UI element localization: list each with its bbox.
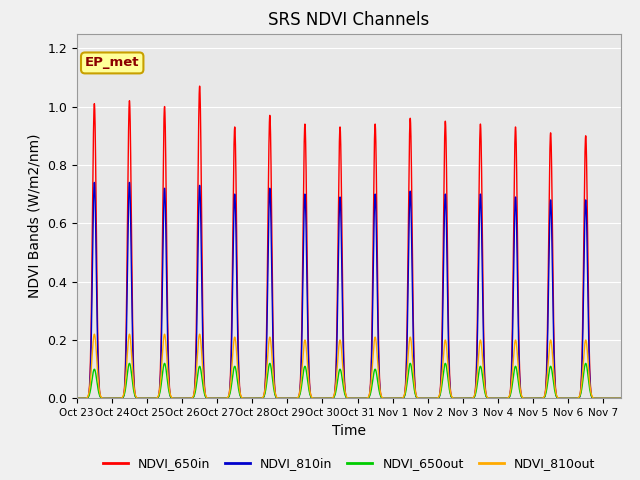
NDVI_810in — [270, 371, 278, 376]
NDVI_650in — [100, 396, 108, 401]
NDVI_650out — [395, 396, 403, 401]
Line: NDVI_650in: NDVI_650in — [77, 86, 621, 398]
Legend: NDVI_650in, NDVI_810in, NDVI_650out, NDVI_810out: NDVI_650in, NDVI_810in, NDVI_650out, NDV… — [97, 452, 600, 475]
NDVI_650in — [196, 83, 204, 89]
NDVI_810out — [506, 394, 513, 399]
NDVI_810out — [90, 331, 98, 337]
NDVI_650out — [73, 396, 81, 401]
NDVI_650out — [100, 396, 108, 401]
Title: SRS NDVI Channels: SRS NDVI Channels — [268, 11, 429, 29]
NDVI_810in — [476, 193, 484, 199]
NDVI_810out — [73, 396, 81, 401]
NDVI_650in — [506, 394, 513, 400]
NDVI_810out — [395, 396, 403, 401]
Y-axis label: NDVI Bands (W/m2/nm): NDVI Bands (W/m2/nm) — [28, 134, 42, 298]
NDVI_810out — [617, 396, 625, 401]
NDVI_810in — [90, 180, 98, 185]
NDVI_650in — [270, 362, 278, 368]
NDVI_650out — [270, 386, 278, 392]
NDVI_650in — [395, 396, 403, 401]
Line: NDVI_810out: NDVI_810out — [77, 334, 621, 398]
NDVI_810in — [617, 396, 625, 401]
Line: NDVI_650out: NDVI_650out — [77, 363, 621, 398]
Text: EP_met: EP_met — [85, 57, 140, 70]
NDVI_650in — [476, 123, 484, 129]
NDVI_810in — [73, 396, 81, 401]
NDVI_650out — [476, 364, 484, 370]
NDVI_650out — [419, 396, 426, 401]
NDVI_810out — [100, 396, 108, 401]
NDVI_810in — [100, 396, 108, 401]
NDVI_810in — [419, 396, 426, 401]
NDVI_650out — [506, 395, 513, 400]
NDVI_650in — [73, 396, 81, 401]
NDVI_810out — [476, 337, 484, 343]
NDVI_650out — [617, 396, 625, 401]
NDVI_650in — [617, 396, 625, 401]
Line: NDVI_810in: NDVI_810in — [77, 182, 621, 398]
X-axis label: Time: Time — [332, 424, 366, 438]
NDVI_810in — [506, 395, 513, 400]
NDVI_650in — [419, 396, 426, 401]
NDVI_810out — [270, 379, 278, 385]
NDVI_810in — [395, 396, 403, 401]
NDVI_810out — [419, 396, 426, 401]
NDVI_650out — [582, 360, 589, 366]
